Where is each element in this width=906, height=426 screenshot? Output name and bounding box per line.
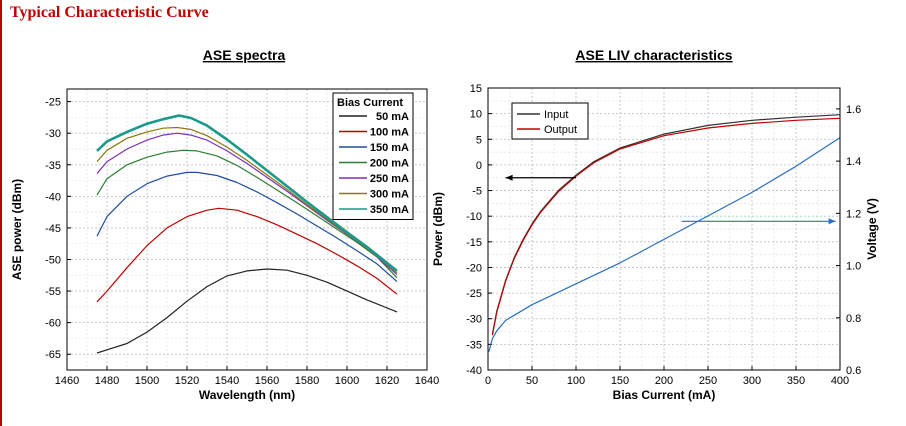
- legend-title: Bias Current: [337, 97, 403, 109]
- x-tick-label: 1480: [95, 375, 119, 387]
- y-tick-label: -30: [45, 128, 61, 140]
- x-tick-label: 1620: [375, 375, 399, 387]
- y-axis-label: ASE power (dBm): [10, 179, 24, 280]
- y-tick-label: -5: [472, 186, 482, 198]
- legend-entry: Input: [544, 109, 568, 121]
- x-tick-label: 250: [699, 375, 717, 387]
- x-tick-label: 1640: [415, 375, 439, 387]
- plot-frame: [66, 88, 428, 371]
- x-tick-label: 1580: [295, 375, 319, 387]
- legend-entry: 350 mA: [370, 204, 409, 216]
- y2-tick-label: 1.4: [846, 156, 861, 168]
- y-tick-label: -15: [466, 237, 482, 249]
- x-tick-label: 1520: [175, 375, 199, 387]
- x-tick-label: 1600: [335, 375, 359, 387]
- y2-tick-label: 0.6: [846, 365, 861, 377]
- y-tick-label: -45: [45, 223, 61, 235]
- series-line-250-ma: [96, 132, 398, 276]
- plot-frame: [487, 87, 841, 371]
- y-tick-label: -35: [466, 339, 482, 351]
- y-tick-label: -50: [45, 254, 61, 266]
- x-tick-label: 1460: [55, 375, 79, 387]
- y-tick-label: 15: [470, 83, 482, 95]
- x-tick-label: 350: [787, 375, 805, 387]
- y2-tick-label: 0.8: [846, 313, 861, 325]
- y-tick-label: -40: [466, 365, 482, 377]
- y-tick-label: 0: [476, 160, 482, 172]
- ase-spectra-chart: 1460 1480 1500 1520 1540 1560 1580 1600 1620 1640…: [10, 88, 439, 402]
- series-line-300-ma: [96, 126, 398, 274]
- y-axis-label: Power (dBm): [431, 192, 445, 266]
- x-tick-label: 300: [743, 375, 761, 387]
- x-tick-label: 400: [831, 375, 849, 387]
- x-tick-label: 200: [655, 375, 673, 387]
- series-line-200-ma: [96, 149, 398, 279]
- legend-entry: 200 mA: [370, 158, 409, 170]
- page-title: Typical Characteristic Curve: [10, 4, 209, 21]
- y-tick-label: -35: [45, 160, 61, 172]
- x-tick-label: 100: [567, 375, 585, 387]
- y-tick-label: -10: [466, 211, 482, 223]
- y-tick-label: -20: [466, 262, 482, 274]
- ase-liv-chart: 0 50 100 150 200 250 300 350 400151050-5-10-15-2…: [431, 83, 879, 402]
- series-line-50-ma: [96, 268, 398, 354]
- legend-entry: 300 mA: [370, 189, 409, 201]
- legend-entry: Output: [544, 124, 577, 136]
- x-axis-label: Bias Current (mA): [613, 388, 716, 402]
- y2-axis-label: Voltage (V): [865, 198, 879, 260]
- x-tick-label: 1540: [215, 375, 239, 387]
- annotation-arrow-left-head: [505, 174, 513, 181]
- legend-box: [511, 102, 589, 140]
- x-tick-label: 50: [526, 375, 538, 387]
- y-tick-label: -40: [45, 191, 61, 203]
- legend-box: [332, 92, 414, 220]
- y-tick-label: -55: [45, 286, 61, 298]
- x-axis-label: Wavelength (nm): [199, 388, 295, 402]
- ase-spectra-title: ASE spectra: [203, 47, 286, 63]
- y2-tick-label: 1.6: [846, 104, 861, 116]
- x-tick-label: 1560: [255, 375, 279, 387]
- y-tick-label: -25: [45, 97, 61, 109]
- y-tick-label: 5: [476, 134, 482, 146]
- y-tick-label: 10: [470, 109, 482, 121]
- series-line-100-ma: [96, 207, 398, 303]
- x-tick-label: 0: [485, 375, 491, 387]
- x-tick-label: 150: [611, 375, 629, 387]
- legend-entry: 150 mA: [370, 142, 409, 154]
- y-tick-label: -65: [45, 349, 61, 361]
- y-tick-label: -30: [466, 314, 482, 326]
- series-line-input: [491, 114, 841, 335]
- y2-tick-label: 1.0: [846, 261, 861, 273]
- series-line-350-ma: [96, 114, 398, 272]
- y-tick-label: -60: [45, 318, 61, 330]
- series-line-voltage: [488, 137, 841, 352]
- annotation-arrow-right-head: [828, 218, 836, 225]
- series-line-150-ma: [96, 171, 398, 283]
- series-line-output: [491, 117, 841, 336]
- legend-entry: 100 mA: [370, 127, 409, 139]
- legend-entry: 50 mA: [376, 111, 409, 123]
- legend-entry: 250 mA: [370, 173, 409, 185]
- y-tick-label: -25: [466, 288, 482, 300]
- ase-liv-title: ASE LIV characteristics: [575, 47, 732, 63]
- x-tick-label: 1500: [135, 375, 159, 387]
- y2-tick-label: 1.2: [846, 208, 861, 220]
- page-frame-border: [0, 0, 2, 426]
